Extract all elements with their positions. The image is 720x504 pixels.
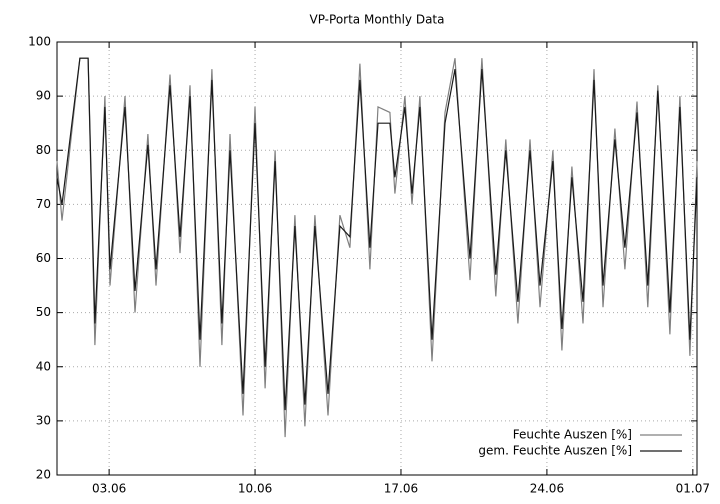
legend-label: gem. Feuchte Auszen [%]: [478, 444, 632, 458]
y-tick-label: 20: [36, 468, 51, 482]
chart-title: VP-Porta Monthly Data: [310, 13, 445, 27]
y-tick-label: 50: [36, 305, 51, 319]
y-tick-label: 30: [36, 413, 51, 427]
y-tick-label: 90: [36, 89, 51, 103]
y-tick-label: 80: [36, 143, 51, 157]
series-line: [56, 57, 698, 411]
x-tick-label: 01.07: [676, 482, 710, 496]
plot-frame: [56, 41, 698, 476]
legend-label: Feuchte Auszen [%]: [513, 428, 632, 442]
y-tick-label: 60: [36, 251, 51, 265]
x-tick-label: 03.06: [92, 482, 126, 496]
y-tick-label: 40: [36, 359, 51, 373]
x-tick-label: 24.06: [530, 482, 564, 496]
x-tick-label: 10.06: [238, 482, 272, 496]
x-tick-label: 17.06: [384, 482, 418, 496]
y-tick-label: 70: [36, 197, 51, 211]
y-tick-label: 100: [28, 35, 51, 49]
